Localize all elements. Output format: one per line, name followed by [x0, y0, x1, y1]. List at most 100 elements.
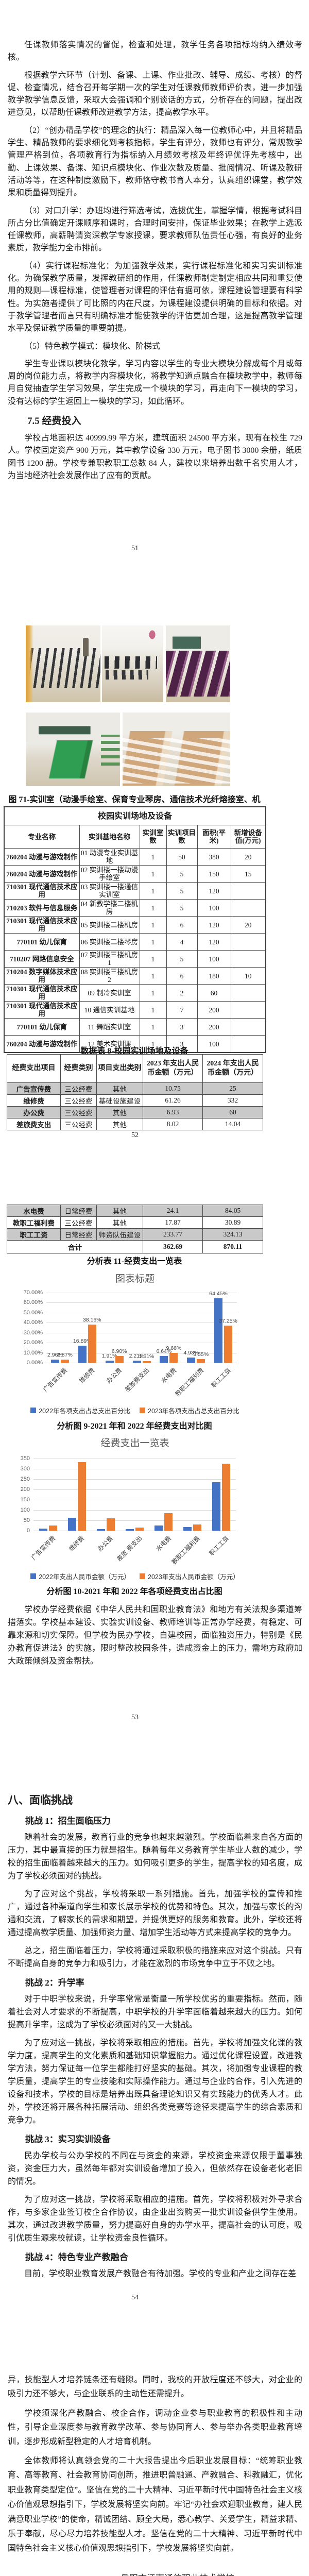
table-row: 差旅费支出 三公经费 其他 8.02 14.04	[7, 1118, 263, 1130]
column-header: 新增设备值(万元)	[230, 825, 266, 849]
table-cell: 120	[197, 916, 231, 934]
legend-label: 2023年各项支出占总支出百分比	[148, 1408, 239, 1415]
table-row: 办公费 三公经费 其他 6.93 60	[7, 1106, 263, 1118]
table-row: 维修费 三公经费 基础设施建设 61.26 332	[7, 1094, 263, 1107]
bar-series1	[126, 1529, 134, 1531]
gridline	[33, 1510, 236, 1511]
table-cell: 1	[139, 950, 167, 968]
x-axis-category-label: 办公费	[96, 1534, 115, 1553]
chart-title: 经费支出一览表	[100, 1438, 169, 1449]
heading-7-5-funding: 7.5 经费投入	[27, 416, 81, 427]
table-cell: 20	[230, 916, 266, 934]
table-cell: 3	[166, 1018, 198, 1036]
bar-series1	[105, 1361, 114, 1363]
paragraph: （5）特色教学模式：模块化、阶梯式	[24, 342, 161, 351]
y-axis-tick-label: 70.00%	[23, 1290, 43, 1296]
table-cell: 1	[139, 1001, 167, 1019]
data-label: 16.89%	[73, 1338, 92, 1345]
table-cell: 其他	[96, 1216, 143, 1229]
y-axis-tick-label: 40.00%	[23, 1319, 43, 1326]
training-facilities-table: 校园实训场地及设备 专业名称 实训基地名称 实训室数 实训项目数 面积(平米) 新增设备值…	[4, 806, 267, 1053]
page-number-51: 51	[131, 545, 139, 552]
x-axis-category-label: 广告宣传费	[42, 1366, 69, 1394]
data-label: 9.66%	[166, 1345, 182, 1352]
bar-series2	[115, 1355, 124, 1363]
y-axis-tick-label: 30.00%	[23, 1329, 43, 1336]
bar-series1	[96, 1529, 105, 1531]
bar-series1	[183, 1527, 192, 1531]
table-cell: 6	[166, 916, 198, 934]
table-cell: 03 实训楼一楼通信实训室	[79, 882, 140, 900]
bar-series1	[160, 1356, 168, 1363]
table-cell: 710301 现代通信技术应用	[4, 1001, 80, 1019]
figure10-caption: 分析图 10-2021 年和 2022 年各项经费支出占比图	[46, 1587, 222, 1596]
paragraph: 学校须深化产教融合、校企合作，调动企业参与职业教育的积极性和主动性，引导企业深度…	[8, 2409, 302, 2446]
paragraph: 全体教师将认真领会党的二十大报告提出今后职业发展目标：“统筹职业教育、高等教育、…	[8, 2456, 302, 2553]
table-cell: 维修费	[7, 1094, 61, 1107]
table-cell: 职工工资	[7, 1228, 61, 1241]
data-label: 2.96%	[47, 1352, 63, 1359]
photo-computer-lab-2	[102, 625, 163, 702]
table-cell: 120	[197, 933, 231, 951]
legend-item: 2022年支出人民币金额（万元）	[30, 1571, 130, 1581]
table-cell: 1	[139, 1018, 167, 1036]
expense-amount-bar-chart: 经费支出一览表 0 50 100 150 200 250 300 350 广告宣传费 维修费 办公费差…	[0, 1435, 270, 1585]
table-cell: 12 美术实训课	[79, 1035, 140, 1053]
table-cell: 770101 幼儿保育	[4, 1018, 80, 1036]
paragraph: 目前，学校职业教育发展产教融合有待加强。学校的专业和产业之间存在差	[24, 2269, 297, 2278]
table-cell: 1	[139, 967, 167, 985]
table-cell: 10	[230, 967, 266, 985]
table-cell: 710207 网路信息安全	[4, 950, 80, 968]
table-header-row: 经费支出项目 经费类别 项目支出类别 2023 年支出人民币金额（万元） 2024 年支…	[7, 1054, 263, 1083]
page51-text-block: 任课教师落实情况的督促，检查和处理，教学任务各项指标均纳入绩效考核。 根据教学六…	[8, 39, 302, 487]
table-cell: 08 实训楼三楼机房 2	[79, 967, 140, 985]
heading-challenges: 八、面临挑战	[8, 1794, 73, 1806]
table-cell: 233.77	[143, 1228, 203, 1241]
table8-caption: 数据表 8-校园实训场地及设备	[80, 1047, 188, 1056]
legend-label: 2022年各项支出占总支出百分比	[39, 1408, 130, 1415]
heading-challenge-3: 挑战 3：实习实训设备	[25, 2134, 111, 2144]
x-axis-category-label: 水电费	[159, 1366, 178, 1385]
table-cell	[230, 882, 266, 900]
total-2023-cell: 362.69	[143, 1240, 203, 1253]
table-row: 职工工资 日常经费 师资队伍建设 233.77 324.13	[7, 1228, 263, 1241]
table-cell: 100	[197, 899, 231, 917]
table-row: 710203 软件与信息服务 04 新教学楼二楼机房 1 5 100	[4, 899, 266, 917]
table-cell	[230, 1018, 266, 1036]
bar-series2	[222, 1464, 231, 1531]
chart-title: 图表标题	[115, 1274, 154, 1284]
gridline	[33, 1489, 236, 1490]
x-axis-category-label: 职工工资	[210, 1366, 232, 1389]
bar-series2	[88, 1324, 96, 1363]
table-cell: 710203 软件与信息服务	[4, 899, 80, 917]
paragraph: 总之，招生面临着压力，学校将通过采取积极的措施来应对这个挑战。只有不断提高自身的…	[8, 1946, 302, 1968]
column-header: 实训项目数	[166, 825, 198, 849]
paragraph: 异，技能型人才培养链条还有缝隙。同时，我校的开放程度还不够大，对企业的吸引力还不…	[8, 2376, 302, 2399]
gridline	[33, 1520, 236, 1521]
column-header: 2024 年支出人民币金额（万元）	[202, 1054, 263, 1083]
x-axis-category-label: 维修费	[67, 1534, 86, 1553]
x-axis-category-label: 差旅 费支出	[115, 1534, 144, 1563]
paragraph: 任课教师落实情况的督促，检查和处理，教学任务各项指标均纳入绩效考核。	[8, 41, 302, 62]
table-cell: 教职工福利费	[7, 1216, 61, 1229]
y-axis-tick-label: 300	[20, 1466, 30, 1472]
table-cell: 760204 动漫与游戏制作	[4, 865, 80, 883]
table-cell: 广告宣传费	[7, 1082, 61, 1095]
data-label: 37.25%	[219, 1317, 237, 1324]
legend-swatch-icon	[30, 1573, 37, 1579]
table-cell: 7	[166, 1001, 198, 1019]
table-row: 710204 数字媒体技术应用 08 实训楼三楼机房 2 1 6 180 10	[4, 967, 266, 985]
table-cell: 6	[166, 967, 198, 985]
table-cell: 07 实训楼三楼机房 1	[79, 950, 140, 968]
table-cell: 基础设施建设	[96, 1094, 143, 1107]
table-cell: 100	[197, 1035, 231, 1053]
table-cell: 1	[139, 916, 167, 934]
table-row: 教职工福利费 三公经费 其他 17.87 30.89	[7, 1216, 263, 1229]
table-cell: 710301 现代通信技术应用	[4, 882, 80, 900]
total-label-cell: 合计	[7, 1240, 143, 1253]
figure9-caption: 分析图 9-2021 年和 2022 年经费支出对比图	[57, 1422, 212, 1431]
challenges-text-block: 八、面临挑战 挑战 1：招生面临压力 随着社会的发展，教育行业的竞争也越来越激烈…	[8, 1792, 302, 2285]
table-cell: 760204 动漫与游戏制作	[4, 848, 80, 866]
table-cell: 日常经费	[60, 1205, 97, 1217]
table-cell: 3	[166, 1035, 198, 1053]
